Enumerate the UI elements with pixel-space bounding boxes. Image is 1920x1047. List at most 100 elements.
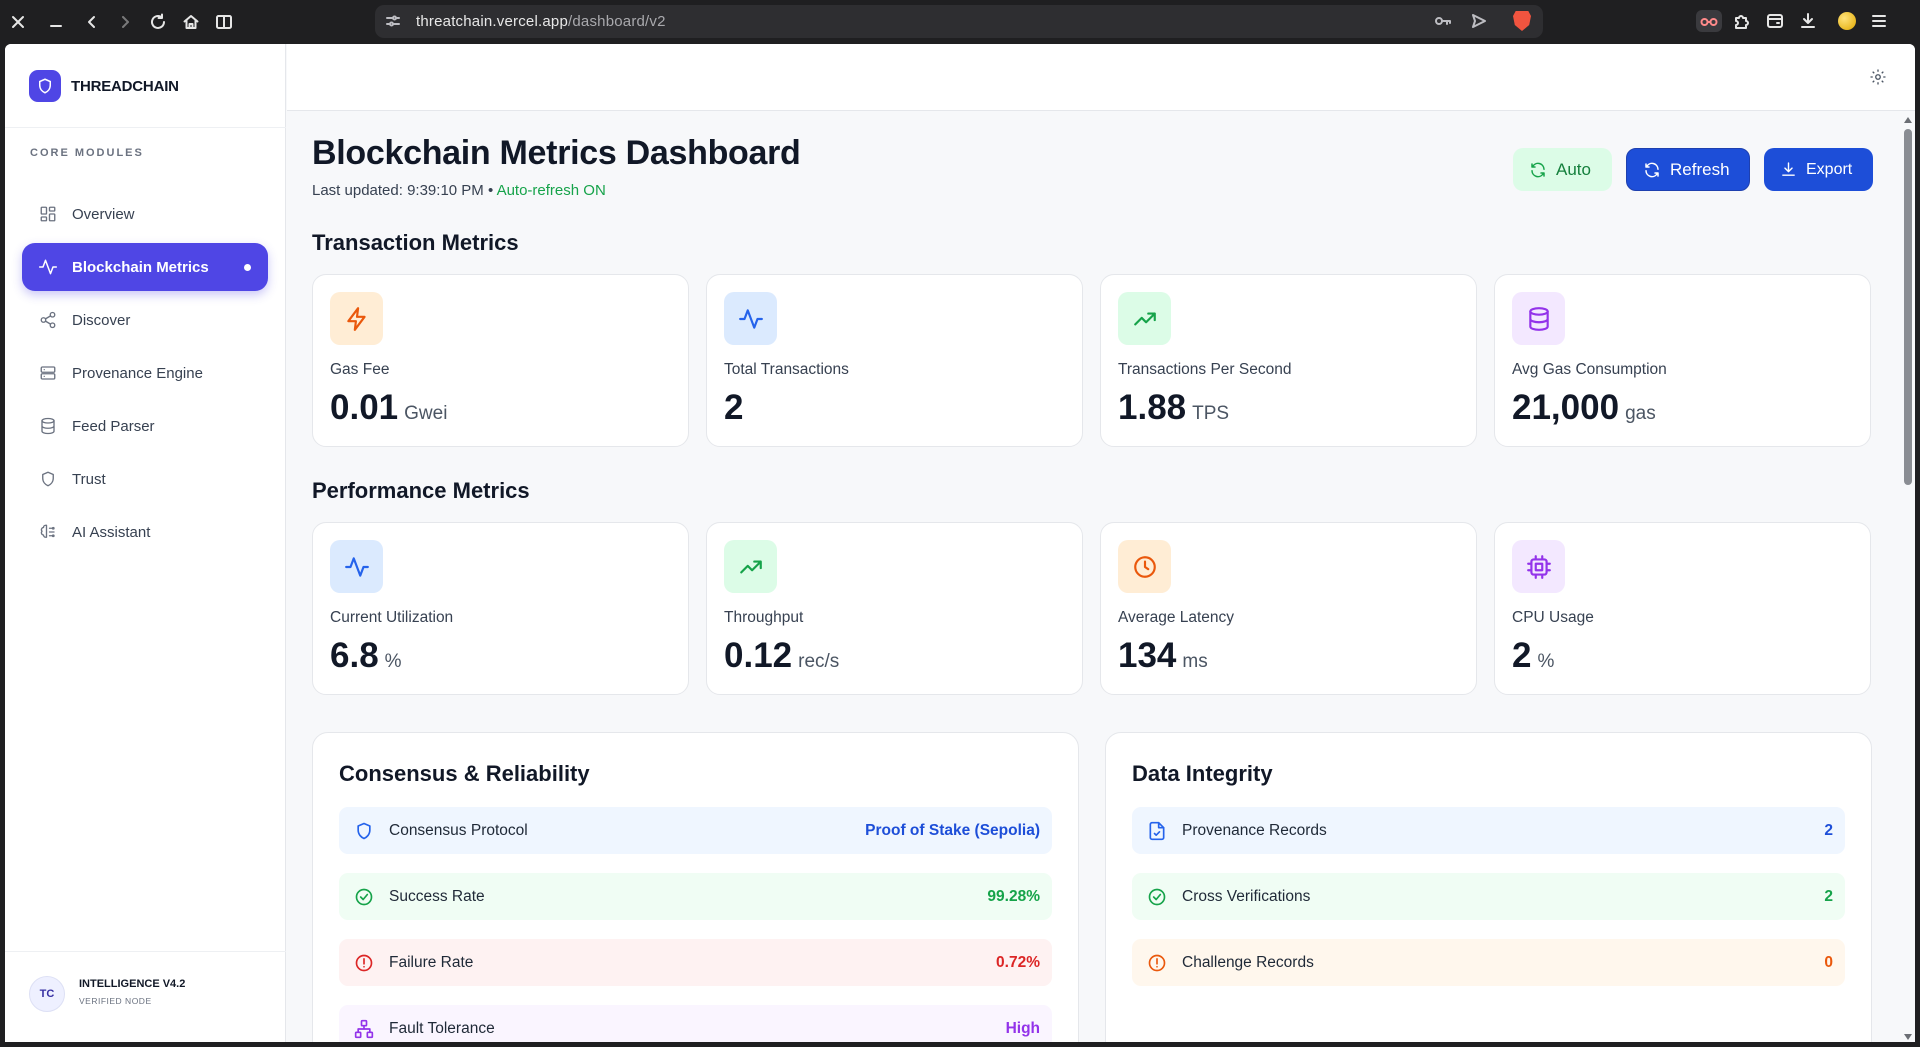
auto-refresh-toggle[interactable]: Auto [1513,148,1612,191]
sidebar-item-feed-parser[interactable]: Feed Parser [22,402,268,450]
row-value: High [1005,1019,1040,1037]
metric-card-throughput: Throughput 0.12 rec/s [706,522,1083,695]
downloads-icon[interactable] [1799,12,1817,35]
sidebar-item-label: Feed Parser [72,417,155,435]
alert-circle-icon [353,952,375,974]
sidebar-item-ai-assistant[interactable]: AI Assistant [22,508,268,556]
network-icon [353,1018,375,1040]
separator: • [487,182,494,199]
reload-icon[interactable] [146,10,170,34]
sidebar-item-provenance-engine[interactable]: Provenance Engine [22,349,268,397]
scroll-up-arrow[interactable] [1904,117,1912,123]
row-label: Success Rate [389,887,485,905]
refresh-button[interactable]: Refresh [1626,148,1750,191]
main-content: Blockchain Metrics Dashboard Last update… [287,112,1915,1042]
section-title-performance: Performance Metrics [312,478,530,503]
sidebar-item-overview[interactable]: Overview [22,190,268,238]
row-value: 2 [1824,887,1833,905]
top-bar [287,44,1915,111]
database-icon [38,416,58,436]
clock-icon [1118,540,1171,593]
metric-value: 2 [724,388,743,428]
scroll-down-arrow[interactable] [1904,1034,1912,1040]
scrollbar-thumb[interactable] [1904,129,1912,485]
row-label: Provenance Records [1182,821,1327,839]
metric-label: Average Latency [1118,609,1235,626]
metric-label: CPU Usage [1512,609,1594,626]
metric-unit: ms [1182,651,1208,672]
file-check-icon [1146,820,1168,842]
settings-gear-icon[interactable] [1869,68,1887,86]
cpu-icon [1512,540,1565,593]
trending-up-icon [724,540,777,593]
metric-value: 21,000 gas [1512,388,1656,428]
node-status: VERIFIED NODE [79,996,152,1006]
metric-label: Avg Gas Consumption [1512,361,1667,378]
metric-unit: TPS [1192,403,1230,424]
export-button[interactable]: Export [1764,148,1873,191]
app-window: THREADCHAIN CORE MODULES Overview Blockc… [5,44,1915,1042]
metric-number: 2 [1512,636,1532,675]
scrollbar[interactable] [1901,112,1915,1042]
sidebar-item-trust[interactable]: Trust [22,455,268,503]
brand[interactable]: THREADCHAIN [29,68,179,104]
sidebar-item-label: Trust [72,470,106,488]
browser-chrome: threatchain.vercel.app/dashboard/v2 [0,0,1920,44]
metric-label: Gas Fee [330,361,390,378]
section-title-transaction: Transaction Metrics [312,230,519,255]
back-icon[interactable] [80,10,104,34]
cross-verifications-row: Cross Verifications 2 [1132,873,1845,920]
active-indicator-dot [244,264,251,271]
close-window-icon[interactable] [6,10,30,34]
key-icon[interactable] [1434,13,1452,34]
address-bar[interactable]: threatchain.vercel.app/dashboard/v2 [375,5,1543,38]
auto-label: Auto [1556,159,1591,179]
site-settings-icon[interactable] [385,13,401,34]
refresh-label: Refresh [1670,159,1730,179]
grid-icon [38,204,58,224]
zap-icon [330,292,383,345]
brain-icon [38,522,58,542]
sidebar-item-label: Blockchain Metrics [72,258,209,276]
send-icon[interactable] [1471,13,1487,34]
wallet-icon[interactable] [1766,12,1784,35]
fault-tolerance-row: Fault Tolerance High [339,1005,1052,1042]
metric-card-tps: Transactions Per Second 1.88 TPS [1100,274,1477,447]
challenge-records-row: Challenge Records 0 [1132,939,1845,986]
profile-icon[interactable] [1838,12,1856,30]
extensions-icon[interactable] [1732,11,1752,36]
panel-title: Consensus & Reliability [339,761,590,786]
row-label: Consensus Protocol [389,821,528,839]
url-path: /dashboard/v2 [568,13,666,30]
page-title: Blockchain Metrics Dashboard [312,134,801,172]
server-icon [38,363,58,383]
sidebar-item-blockchain-metrics[interactable]: Blockchain Metrics [22,243,268,291]
activity-icon [330,540,383,593]
metric-unit: gas [1625,403,1656,424]
brand-divider [5,127,286,128]
reader-icon[interactable] [1696,10,1722,32]
check-circle-icon [353,886,375,908]
activity-icon [38,257,58,277]
sidebar-item-discover[interactable]: Discover [22,296,268,344]
metric-card-total-transactions: Total Transactions 2 [706,274,1083,447]
sidebar-item-label: AI Assistant [72,523,151,541]
sidebar-toggle-icon[interactable] [212,10,236,34]
refresh-icon [1531,162,1545,177]
menu-icon[interactable] [1870,12,1888,35]
row-label: Challenge Records [1182,953,1314,971]
row-value: 0 [1824,953,1833,971]
brand-shield-icon [29,70,61,102]
metric-label: Total Transactions [724,361,849,378]
metric-value: 134 ms [1118,636,1208,676]
url-text: threatchain.vercel.app/dashboard/v2 [416,13,666,30]
home-icon[interactable] [179,10,203,34]
row-value: Proof of Stake (Sepolia) [865,821,1040,839]
minimize-window-icon[interactable] [44,10,68,34]
failure-rate-row: Failure Rate 0.72% [339,939,1052,986]
avatar[interactable]: TC [29,976,65,1012]
sidebar-item-label: Discover [72,311,131,329]
forward-icon[interactable] [113,10,137,34]
brave-shield-icon[interactable] [1513,11,1531,31]
metric-value: 6.8% [330,636,402,676]
